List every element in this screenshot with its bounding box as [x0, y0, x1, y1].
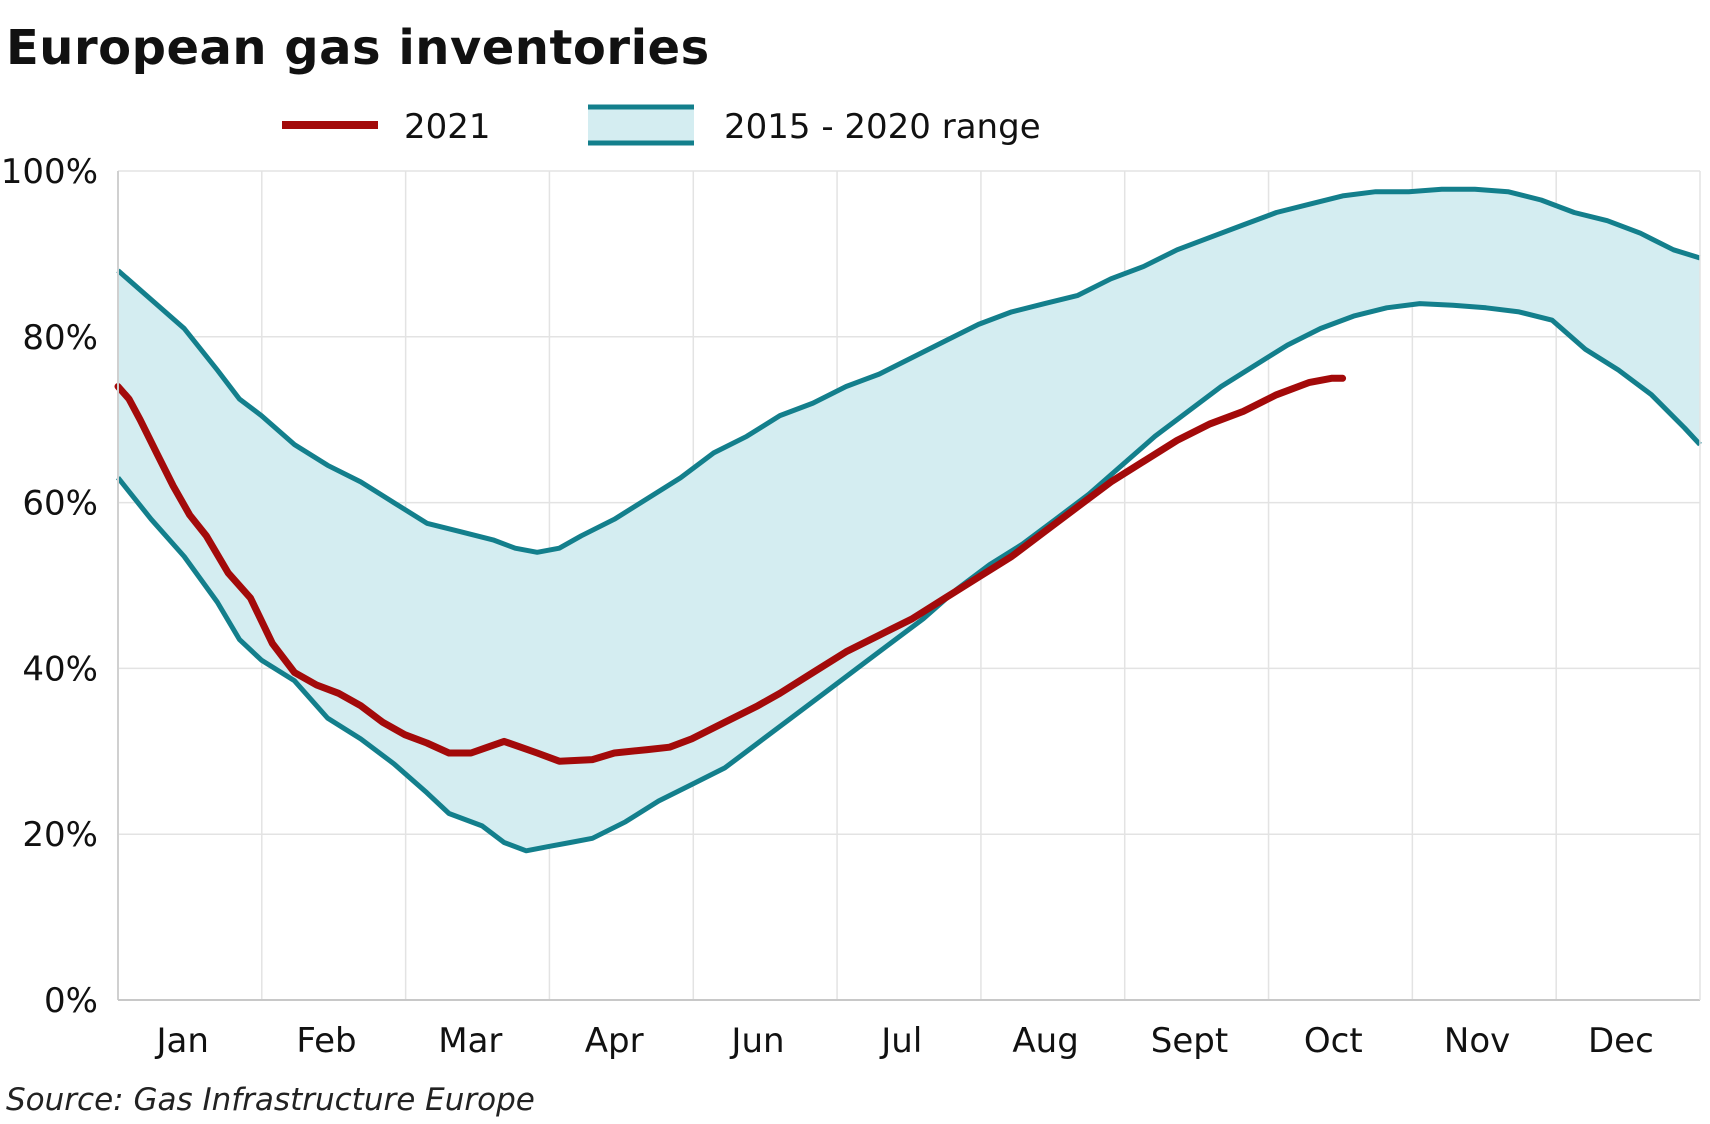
y-tick-label: 20% — [22, 815, 98, 855]
x-tick-label: Apr — [585, 1021, 644, 1061]
legend-label-range: 2015 - 2020 range — [724, 107, 1041, 147]
range-lower-line — [116, 301, 1702, 854]
x-tick-label: Sept — [1151, 1021, 1228, 1061]
chart-title: European gas inventories — [6, 20, 710, 76]
x-tick-label: Aug — [1012, 1021, 1078, 1061]
x-tick-label: Mar — [438, 1021, 502, 1061]
x-tick-label: Oct — [1304, 1021, 1363, 1061]
x-tick-label: Jan — [155, 1021, 209, 1061]
axis-layer: 0% 20% 40% 60% 80% 100% Jan Feb Mar Apr Jun Jul Aug S… — [1, 152, 1701, 1061]
line-layer — [114, 374, 1347, 765]
legend-label-2021: 2021 — [404, 107, 491, 147]
range-upper-line — [116, 186, 1701, 555]
legend: 2021 2015 - 2020 range — [282, 104, 1041, 147]
y-tick-label: 60% — [22, 484, 98, 524]
series-line-2021 — [114, 374, 1347, 765]
x-tick-label: Feb — [296, 1021, 356, 1061]
y-tick-label: 0% — [44, 981, 98, 1021]
range-band-fill — [118, 189, 1700, 851]
x-tick-label: Jul — [879, 1021, 922, 1061]
x-tick-label: Dec — [1588, 1021, 1654, 1061]
y-tick-label: 80% — [22, 318, 98, 358]
x-tick-label: Jun — [729, 1021, 784, 1061]
range-layer — [116, 186, 1702, 854]
source-note: Source: Gas Infrastructure Europe — [6, 1082, 535, 1118]
x-tick-label: Nov — [1444, 1021, 1510, 1061]
y-tick-label: 100% — [1, 152, 98, 192]
legend-swatch-range-fill — [588, 107, 694, 143]
y-tick-label: 40% — [22, 649, 98, 689]
